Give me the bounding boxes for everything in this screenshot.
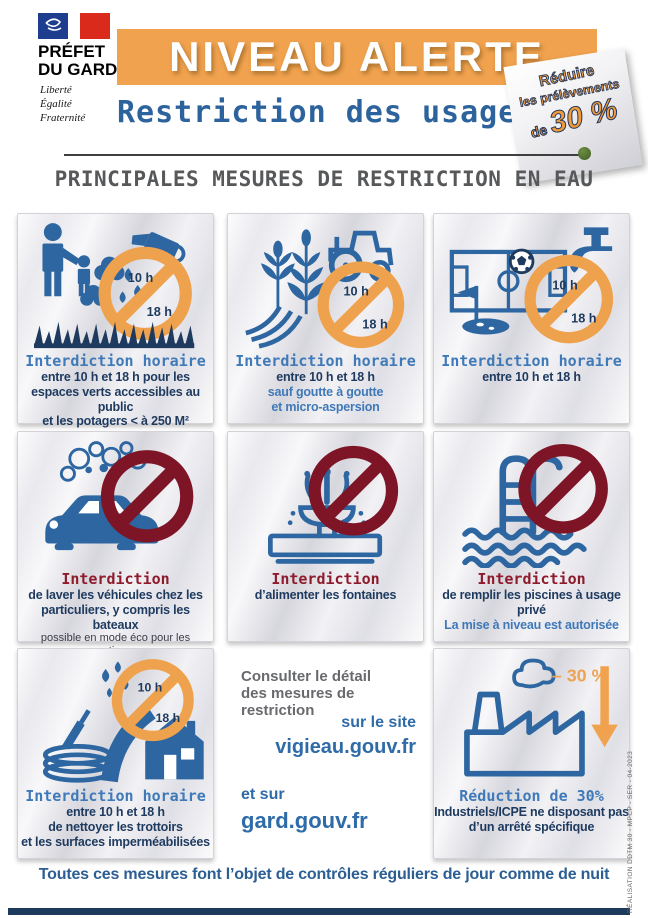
poster-subtitle: Restriction des usages — [117, 95, 537, 130]
site1-url: vigieau.gouv.fr — [275, 736, 416, 758]
no-sign-icon — [100, 450, 193, 543]
no-sign-icon — [308, 445, 398, 536]
tile-text: d’alimenter les fontaines — [254, 588, 397, 602]
tile-industriels: – 30 % Réduction de 30% Industriels/ICPE… — [433, 648, 630, 859]
tile-title: Interdiction — [271, 570, 380, 588]
site2-label: et sur — [241, 786, 285, 803]
car-wash-icon — [44, 441, 193, 551]
tile-text: entre 10 h et 18 h pour les espaces vert… — [31, 370, 200, 429]
svg-text:10 h: 10 h — [343, 283, 368, 298]
tile-text: entre 10 h et 18 h de nettoyer les trott… — [21, 805, 210, 849]
consult-intro: Consulter le détail des mesures de restr… — [241, 668, 372, 719]
tile-text: entre 10 h et 18 h sauf goutte à goutte … — [267, 370, 384, 414]
tile-title: Interdiction horaire — [235, 352, 416, 370]
svg-text:10 h: 10 h — [552, 278, 577, 293]
svg-text:18 h: 18 h — [146, 304, 171, 319]
agriculture-irrigation-icon: 10 h 18 h — [244, 229, 404, 349]
svg-text:18 h: 18 h — [571, 311, 596, 326]
svg-text:18 h: 18 h — [155, 711, 180, 725]
site1-label: sur le site — [341, 714, 416, 731]
tile-title: Interdiction horaire — [441, 352, 622, 370]
reduction-sticker: Réduire les prélèvements de 30 % — [503, 48, 643, 184]
tile-text: Industriels/ICPE ne disposant pas d’un a… — [434, 805, 629, 834]
svg-text:10 h: 10 h — [127, 270, 152, 285]
tile-lavage-vehicules: Interdiction de laver les véhicules chez… — [17, 431, 214, 657]
tile-title: Interdiction — [477, 570, 586, 588]
republic-motto: Liberté Égalité Fraternité — [40, 84, 86, 124]
separator-line — [64, 154, 586, 156]
soccer-ball-icon — [508, 248, 534, 275]
sports-grounds-watering-icon: 10 h 18 h — [449, 227, 613, 344]
green-dot — [578, 147, 591, 160]
tile-espaces-verts: 10 h 18 h Interdiction horaire entre 10 … — [17, 213, 214, 428]
svg-text:10 h: 10 h — [137, 681, 162, 695]
swimming-pool-icon — [461, 444, 608, 569]
no-sign-icon — [517, 444, 608, 534]
no-sign-icon — [98, 246, 192, 341]
site2-url: gard.gouv.fr — [241, 808, 368, 833]
factory-icon: – 30 % — [463, 658, 618, 777]
tile-title: Interdiction horaire — [25, 787, 206, 805]
tile-piscines: Interdiction de remplir les piscines à u… — [433, 431, 630, 642]
credit-text: RÉALISATION DDTM 30 - MPCP - SER - 04-20… — [627, 750, 634, 913]
tile-title: Interdiction — [61, 570, 170, 588]
down-arrow-icon — [590, 666, 618, 748]
svg-text:– 30 %: – 30 % — [551, 665, 607, 685]
no-sign-icon — [317, 261, 404, 349]
controls-note: Toutes ces mesures font l’objet de contr… — [38, 866, 610, 883]
tile-trottoirs: 10 h 18 h Interdiction horaire entre 10 … — [17, 648, 214, 859]
sidewalk-cleaning-icon: 10 h 18 h — [42, 659, 204, 783]
consult-block: Consulter le détail des mesures de restr… — [227, 648, 424, 859]
french-flag-icon — [38, 13, 110, 39]
svg-text:18 h: 18 h — [362, 316, 387, 331]
bottom-bar — [8, 908, 630, 915]
tile-agriculture: 10 h 18 h Interdiction horaire entre 10 … — [227, 213, 424, 424]
tile-text: de remplir les piscines à usage privé La… — [442, 588, 621, 632]
no-sign-icon — [523, 254, 613, 344]
tile-title: Interdiction horaire — [25, 352, 206, 370]
banner-text: NIVEAU ALERTE — [169, 33, 545, 80]
alert-level-banner: NIVEAU ALERTE — [117, 29, 597, 85]
fountain-icon — [267, 445, 398, 564]
tile-text: de laver les véhicules chez les particul… — [28, 588, 203, 657]
tile-text: entre 10 h et 18 h — [482, 370, 581, 384]
tile-terrains-sport: 10 h 18 h Interdiction horaire entre 10 … — [433, 213, 630, 424]
garden-hose-icon — [42, 709, 112, 783]
watering-public-greens-icon: 10 h 18 h — [33, 223, 194, 349]
tile-title: Réduction de 30% — [459, 787, 604, 805]
prefecture-name: PRÉFET DU GARD — [38, 42, 118, 79]
tile-fontaines: Interdiction d’alimenter les fontaines — [227, 431, 424, 642]
section-title: PRINCIPALES MESURES DE RESTRICTION EN EA… — [54, 167, 594, 191]
golf-flag-icon — [457, 285, 509, 335]
faucet-icon — [570, 227, 612, 258]
no-sign-icon — [111, 659, 194, 742]
